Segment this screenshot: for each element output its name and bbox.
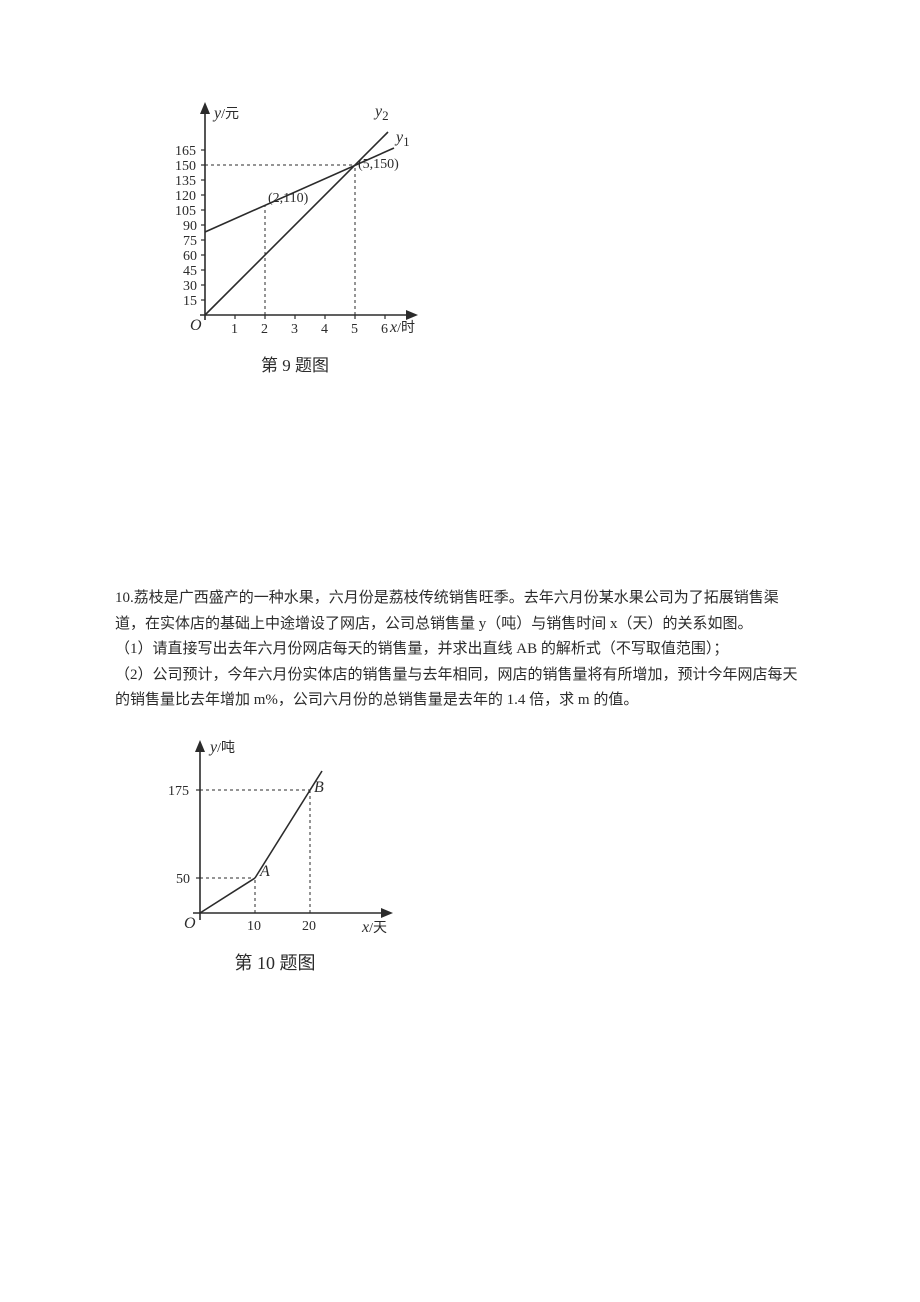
svg-text:5: 5	[351, 322, 358, 337]
svg-text:135: 135	[175, 174, 196, 189]
svg-text:15: 15	[183, 294, 197, 309]
chart-10-caption: 第 10 题图	[150, 949, 400, 975]
chart-10-xtick-20: 20	[302, 919, 316, 934]
chart-9-svg: 153045607590105120135150165 123456 (2,11…	[160, 90, 430, 340]
chart-10-origin: O	[184, 915, 196, 932]
svg-text:45: 45	[183, 264, 197, 279]
chart-10-xtick-10: 10	[247, 919, 261, 934]
svg-text:6: 6	[381, 322, 388, 337]
svg-text:3: 3	[291, 322, 298, 337]
svg-text:2: 2	[261, 322, 268, 337]
svg-text:1: 1	[231, 322, 238, 337]
chart-10-svg: 50 175 10 20 A B y/吨 x/天 O	[150, 728, 420, 938]
svg-text:4: 4	[321, 322, 328, 337]
chart-9-x-title: x/时	[389, 319, 415, 336]
chart-10-ytick-50: 50	[176, 872, 190, 887]
q10-part1: （1）请直接写出去年六月份网店每天的销售量，并求出直线 AB 的解析式（不写取值…	[115, 637, 805, 663]
chart-10-x-title: x/天	[361, 919, 387, 936]
chart-10-point-b: B	[314, 779, 324, 796]
q10-part2: （2）公司预计，今年六月份实体店的销售量与去年相同，网店的销售量将有所增加，预计…	[115, 663, 805, 714]
svg-text:120: 120	[175, 189, 196, 204]
chart-10: 50 175 10 20 A B y/吨 x/天 O	[150, 728, 920, 975]
svg-text:150: 150	[175, 159, 196, 174]
chart-9-y2-label: y2	[373, 103, 389, 123]
svg-text:75: 75	[183, 234, 197, 249]
chart-9-y-title: y/元	[212, 105, 239, 122]
svg-text:30: 30	[183, 279, 197, 294]
svg-text:60: 60	[183, 249, 197, 264]
chart-9-yticks: 153045607590105120135150165	[175, 144, 205, 309]
chart-9-point-b-label: (5,150)	[358, 157, 399, 172]
chart-10-y-title: y/吨	[208, 739, 235, 756]
chart-9-xticks: 1 2 3 4 5 6	[231, 315, 388, 337]
chart-9-caption: 第 9 题图	[160, 351, 430, 376]
svg-text:90: 90	[183, 219, 197, 234]
chart-9-origin: O	[190, 317, 202, 334]
chart-9-point-a-label: (2,110)	[268, 191, 309, 206]
chart-10-point-a: A	[259, 863, 270, 880]
chart-10-ytick-175: 175	[168, 784, 189, 799]
question-10: 10.荔枝是广西盛产的一种水果，六月份是荔枝传统销售旺季。去年六月份某水果公司为…	[115, 586, 805, 714]
svg-text:105: 105	[175, 204, 196, 219]
chart-9: 153045607590105120135150165 123456 (2,11…	[160, 90, 920, 376]
chart-9-y1-label: y1	[394, 129, 410, 149]
q10-intro: 10.荔枝是广西盛产的一种水果，六月份是荔枝传统销售旺季。去年六月份某水果公司为…	[115, 586, 805, 637]
svg-text:165: 165	[175, 144, 196, 159]
